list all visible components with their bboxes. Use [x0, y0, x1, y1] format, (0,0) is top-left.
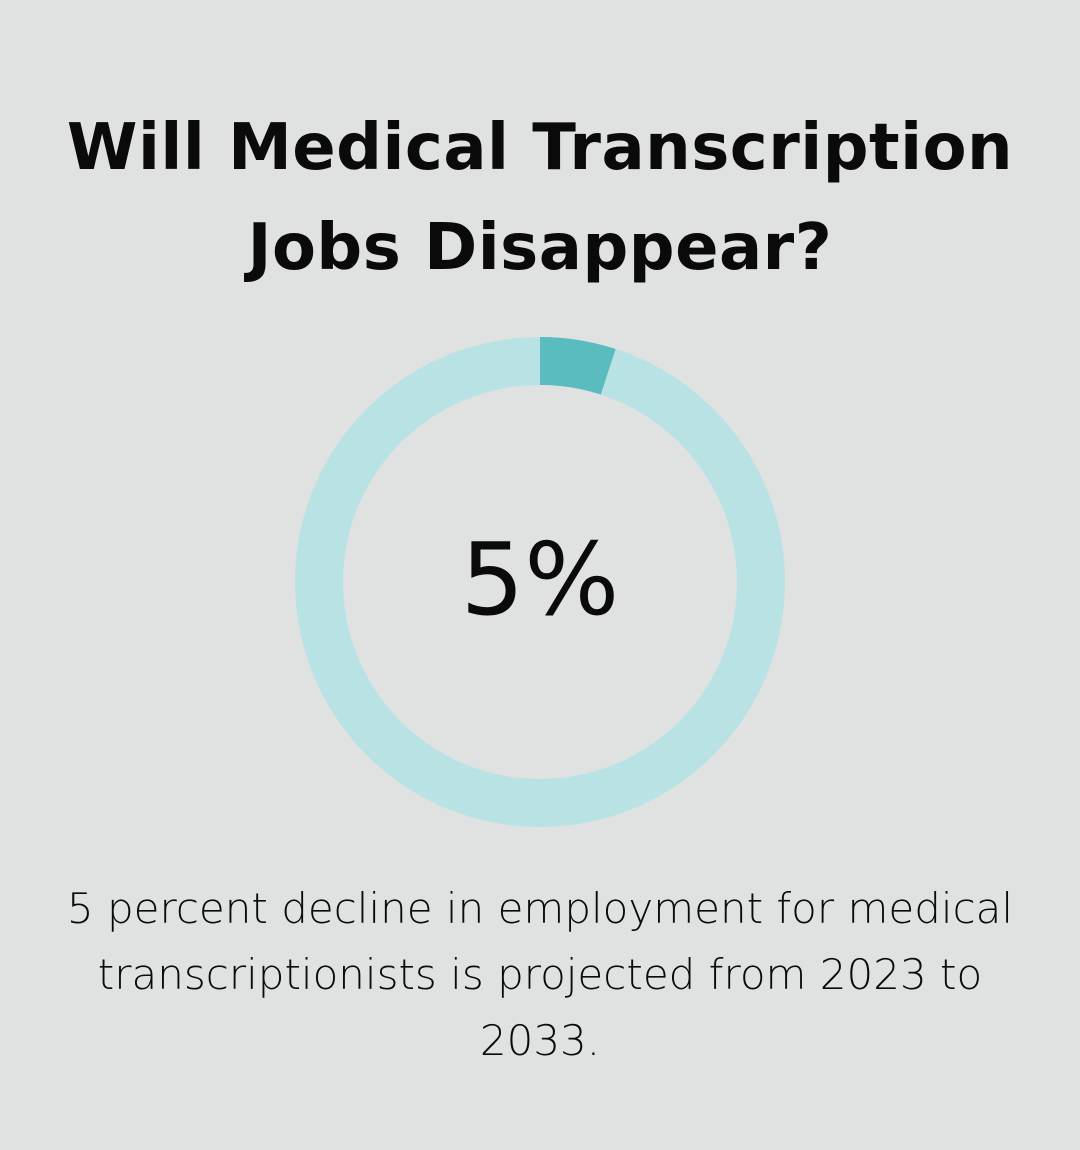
infographic-title: Will Medical Transcription Jobs Disappea… [66, 111, 1014, 285]
caption-text: 5 percent decline in employment for medi… [66, 884, 1014, 1065]
donut-center-percentage: 5% [460, 521, 620, 638]
donut-slice-value [540, 337, 616, 395]
donut-chart [295, 337, 785, 827]
